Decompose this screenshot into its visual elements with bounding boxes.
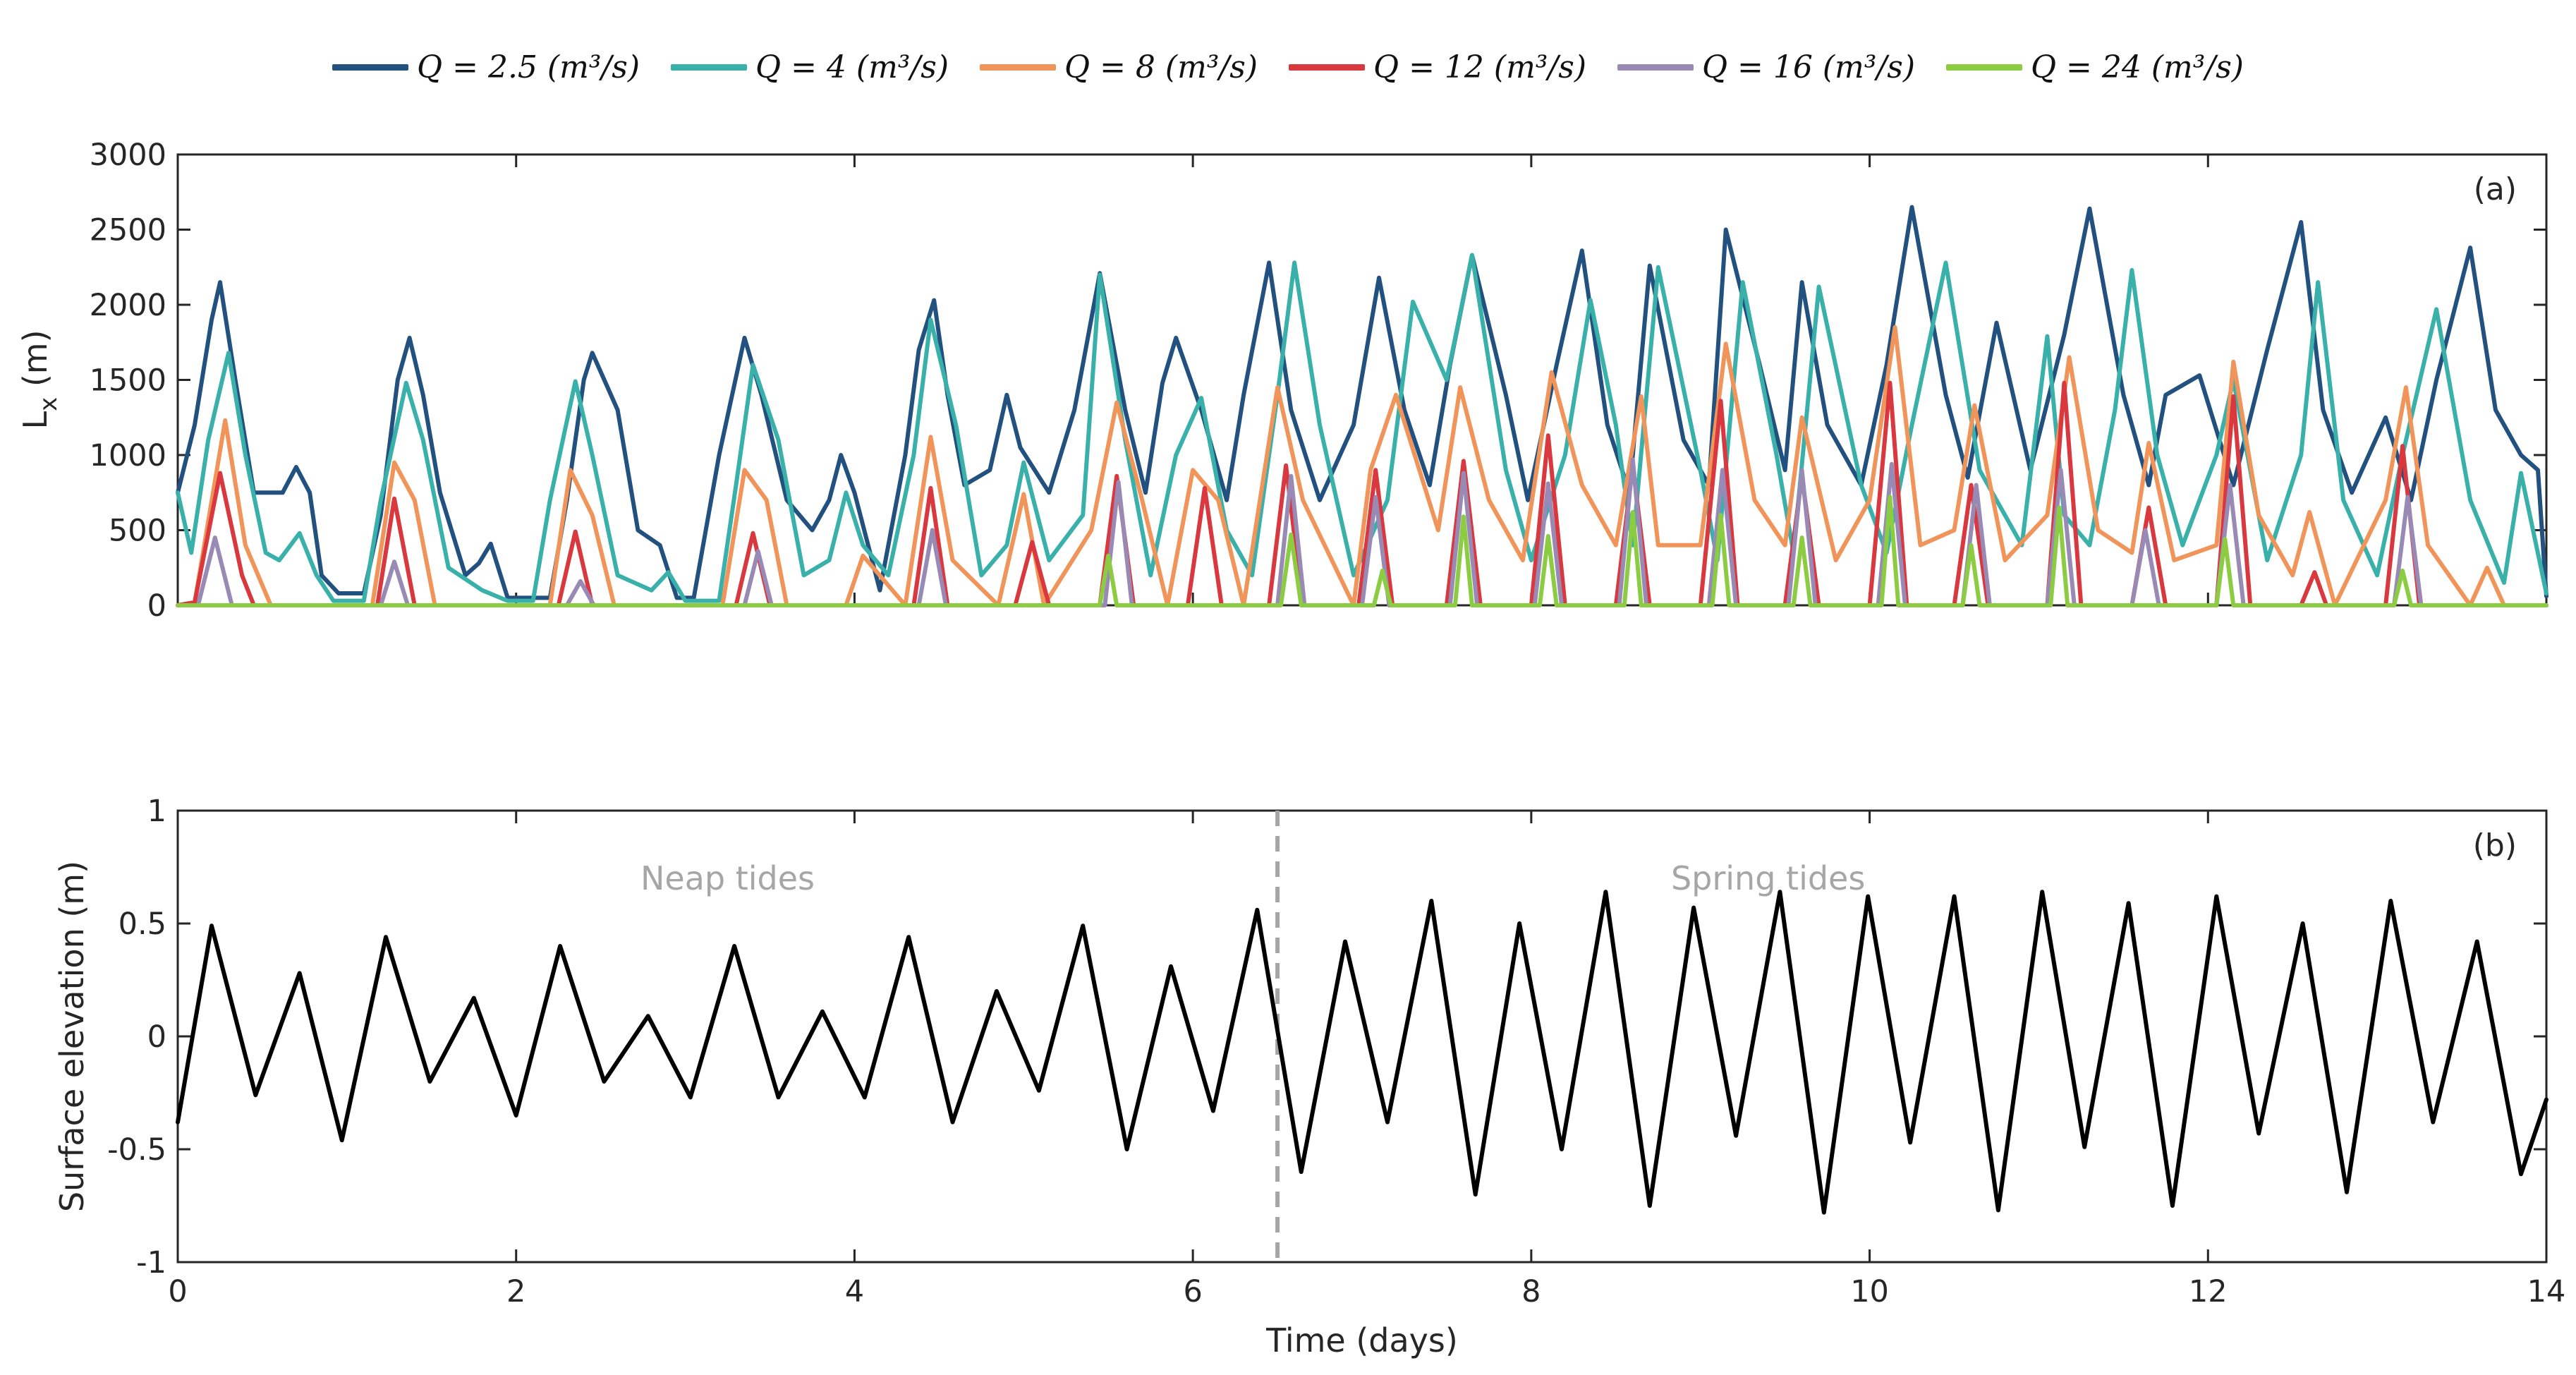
series-line-0 [176,205,2548,600]
panel-b-annotations: Neap tides Spring tides [640,859,1865,897]
x-tick-label: 14 [2527,1274,2566,1309]
x-tick-label: 0 [168,1274,187,1309]
x-tick-label: 2 [506,1274,525,1309]
x-tick-label: 8 [1521,1274,1541,1309]
panel-b-tag: (b) [2473,828,2517,864]
legend-label: Q = 2.5 (m³/s) [417,49,640,85]
series-line-0 [176,890,2548,1215]
y-tick-label: 1500 [90,363,166,399]
x-tick-label: 10 [1850,1274,1889,1309]
legend-label: Q = 24 (m³/s) [2030,49,2244,85]
legend-label: Q = 12 (m³/s) [1373,49,1586,85]
y-tick-label: 0 [147,1019,166,1055]
legend-item: Q = 16 (m³/s) [1617,49,1915,85]
y-tick-label: 3000 [90,138,166,173]
legend-item: Q = 12 (m³/s) [1289,49,1586,85]
panel-b-frame [176,809,2548,1264]
x-tick-label: 6 [1183,1274,1202,1309]
legend-swatch [1289,63,1366,71]
legend-item: Q = 2.5 (m³/s) [332,49,640,85]
y-tick-label: -0.5 [107,1132,166,1168]
tide-annotation: Spring tides [1671,859,1865,897]
panel-a-tag: (a) [2474,171,2517,207]
legend-swatch [671,63,748,71]
legend-item: Q = 4 (m³/s) [671,49,949,85]
y-tick-label: 0.5 [119,907,166,942]
y-tick-label: 2000 [90,288,166,323]
panel-a-series [176,205,2548,607]
series-line-1 [176,253,2548,603]
legend-item: Q = 24 (m³/s) [1945,49,2244,85]
x-tick-label: 4 [845,1274,864,1309]
panel-b-series [176,890,2548,1215]
series-line-5 [176,495,2548,607]
legend-swatch [980,63,1057,71]
legend-label: Q = 4 (m³/s) [755,49,949,85]
legend-swatch [1945,63,2022,71]
panel-a: 0 500 1000 1500 2000 2500 3000 (a) Lx (m) [16,138,2548,624]
panel-a-ylabel-sub: x [35,397,63,411]
y-tick-label: 500 [109,514,166,549]
legend-label: Q = 8 (m³/s) [1064,49,1258,85]
panel-b: -1-0.500.510 2 4 6 8 10 12 14 Neap tides Spring … [53,794,2565,1359]
y-tick-label: 2500 [90,213,166,248]
panel-b-ylabel: Surface elevation (m) [53,861,91,1212]
legend-item: Q = 8 (m³/s) [980,49,1258,85]
legend-swatch [332,63,409,71]
panel-b-xlabel: Time (days) [1265,1321,1458,1359]
panel-a-ylabel-main: L [16,411,54,430]
panel-a-ylabel-unit: (m) [16,329,54,396]
legend-label: Q = 16 (m³/s) [1702,49,1915,85]
legend: Q = 2.5 (m³/s) Q = 4 (m³/s) Q = 8 (m³/s) Q … [0,14,2576,120]
y-tick-label: -1 [136,1245,166,1280]
panel-a-ylabel: Lx (m) [16,329,63,429]
legend-swatch [1617,63,1694,71]
panel-b-ticks: -1-0.500.510 2 4 6 8 10 12 14 [107,794,2565,1309]
y-tick-label: 0 [147,588,166,624]
tide-annotation: Neap tides [640,859,815,897]
panel-a-ticks: 0 500 1000 1500 2000 2500 3000 [90,138,2548,624]
y-tick-label: 1000 [90,438,166,473]
x-tick-label: 12 [2189,1274,2228,1309]
y-tick-label: 1 [147,794,166,829]
